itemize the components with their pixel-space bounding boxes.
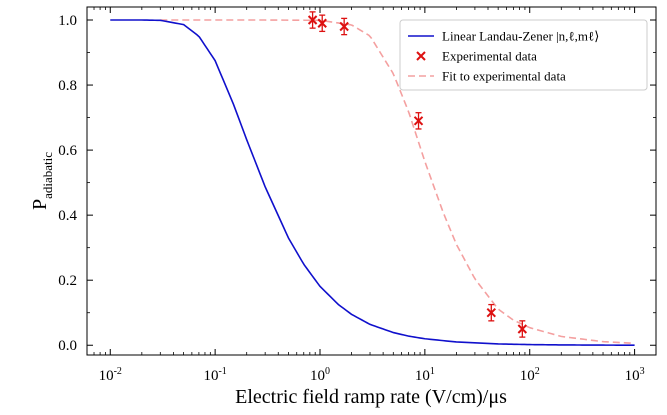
y-axis-label: Padiabatic	[29, 152, 55, 210]
data-point	[339, 17, 349, 36]
legend-entry: Fit to experimental data	[408, 69, 566, 84]
legend-entry: Linear Landau-Zener |n,ℓ,mℓ⟩	[408, 29, 599, 44]
y-tick-label: 0.0	[58, 338, 77, 354]
y-tick-label: 0.2	[58, 273, 77, 289]
legend-entry: Experimental data	[416, 49, 537, 64]
data-point	[413, 112, 424, 130]
legend-box	[399, 19, 648, 91]
plot-frame	[86, 6, 657, 356]
plot-content	[110, 11, 635, 346]
data-point	[317, 14, 327, 33]
x-tick-exponent: -1	[218, 366, 226, 377]
x-marker	[517, 324, 528, 334]
y-tick-label: 0.8	[58, 78, 77, 94]
x-tick-base: 10	[625, 368, 640, 384]
y-tick-label: 1.0	[58, 13, 77, 29]
x-marker	[317, 18, 327, 28]
x-marker	[486, 308, 496, 318]
x-tick-exponent: -2	[114, 366, 122, 377]
y-tick-label: 0.4	[58, 208, 77, 224]
data-point	[307, 11, 318, 29]
x-tick-label: 10-1	[203, 366, 226, 384]
x-tick-base: 10	[203, 368, 218, 384]
x-tick-label: 100	[310, 366, 330, 384]
fit-curve	[160, 19, 635, 345]
x-tick-label: 102	[520, 366, 540, 384]
legend-label: Fit to experimental data	[442, 69, 566, 84]
x-tick-exponent: 3	[640, 366, 645, 377]
x-tick-exponent: 2	[535, 366, 540, 377]
x-tick-base: 10	[99, 368, 114, 384]
y-axis-label-sub: adiabatic	[40, 152, 55, 199]
data-point	[517, 320, 528, 338]
x-tick-base: 10	[310, 368, 325, 384]
x-marker	[307, 15, 318, 25]
x-marker	[339, 21, 349, 32]
landau-zener-curve	[110, 19, 635, 346]
y-tick-label: 0.6	[58, 143, 77, 159]
x-marker	[413, 116, 424, 126]
legend: Linear Landau-Zener |n,ℓ,mℓ⟩ Experimental…	[399, 19, 648, 91]
y-axis-label-main: P	[29, 199, 51, 210]
x-tick-label: 103	[625, 366, 645, 384]
legend-label: Linear Landau-Zener |n,ℓ,mℓ⟩	[442, 29, 599, 44]
x-tick-base: 10	[520, 368, 535, 384]
x-tick-label: 10-2	[99, 366, 122, 384]
legend-label: Experimental data	[442, 49, 537, 64]
x-tick-label: 101	[415, 366, 435, 384]
x-axis-label: Electric field ramp rate (V/cm)/μs	[235, 386, 507, 408]
x-tick-exponent: 1	[430, 366, 435, 377]
x-tick-exponent: 0	[325, 366, 330, 377]
data-point	[486, 303, 496, 322]
x-tick-base: 10	[415, 368, 430, 384]
legend-swatch-x-marker	[416, 51, 426, 61]
